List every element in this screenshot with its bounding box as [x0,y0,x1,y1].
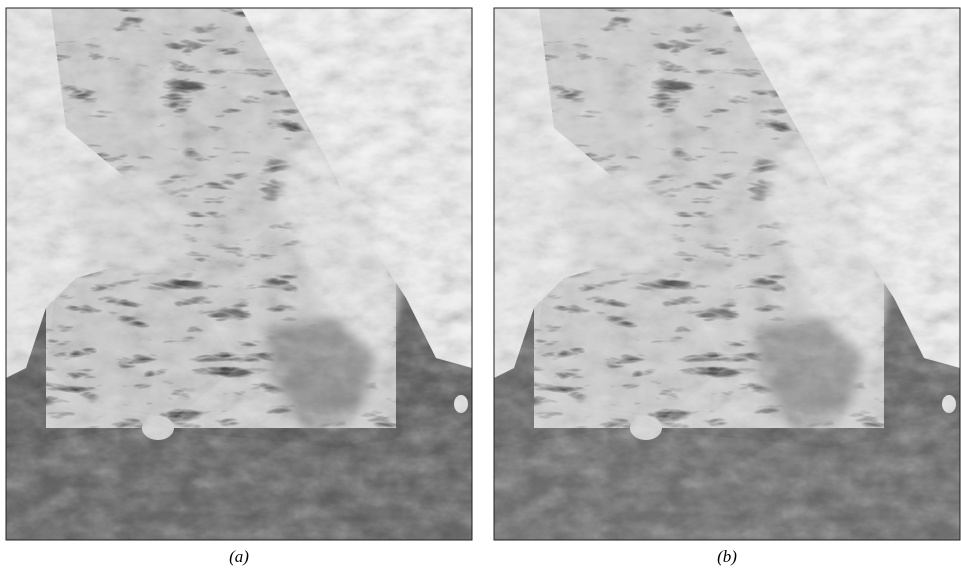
panel-caption: (a) [229,547,249,566]
figure: (a) (b) [0,0,961,570]
image-overlay [494,8,960,540]
satellite-image [6,8,472,540]
image-panel-a [6,8,472,540]
image-panel-b [494,8,960,540]
panel-caption: (b) [717,547,737,566]
